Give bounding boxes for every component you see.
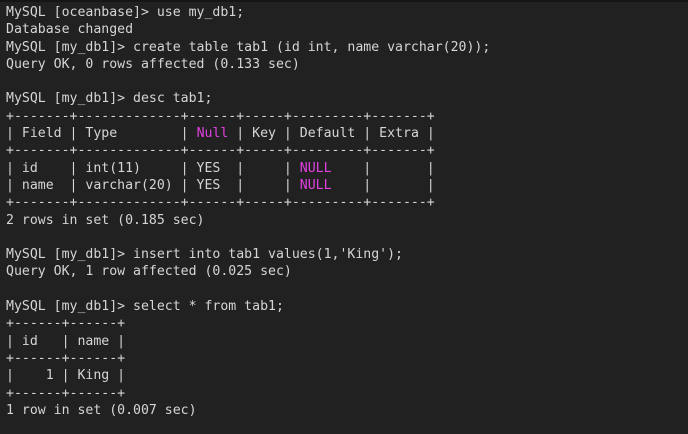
terminal-line: | id | int(11) | YES | | NULL | |	[6, 160, 490, 177]
terminal-text: Null	[196, 126, 229, 142]
terminal-text: 1 row in set (0.007 sec)	[6, 402, 197, 418]
terminal-line: | 1 | King |	[6, 367, 490, 384]
terminal-line: MySQL [my_db1]> create table tab1 (id in…	[6, 39, 490, 56]
terminal-text: 2 rows in set (0.185 sec)	[6, 212, 205, 228]
terminal-text: | |	[331, 160, 435, 176]
terminal-line: Query OK, 1 row affected (0.025 sec)	[6, 263, 490, 280]
terminal-line: +-------+-------------+------+-----+----…	[6, 108, 490, 125]
terminal-text: Query OK, 1 row affected (0.025 sec)	[6, 264, 292, 280]
terminal-line: | Field | Type | Null | Key | Default | …	[6, 125, 490, 142]
terminal-line	[6, 281, 490, 298]
terminal-line: +------+------+	[6, 385, 490, 402]
terminal-line: 1 row in set (0.007 sec)	[6, 402, 490, 419]
terminal-text: | Field | Type |	[6, 126, 197, 142]
terminal-text: MySQL [oceanbase]> use my_db1;	[6, 5, 245, 20]
terminal-line: +------+------+	[6, 315, 490, 332]
terminal-text: | |	[331, 177, 435, 193]
terminal-line: +-------+-------------+------+-----+----…	[6, 142, 490, 159]
terminal-text: Database changed	[6, 22, 134, 38]
terminal-text: | name | varchar(20) | YES | |	[6, 177, 300, 193]
terminal-text: +-------+-------------+------+-----+----…	[6, 108, 435, 124]
terminal-text: MySQL [my_db1]> desc tab1;	[6, 91, 213, 107]
terminal-screen[interactable]: MySQL [oceanbase]> use my_db1; Database c…	[6, 4, 490, 434]
terminal-line: MySQL [oceanbase]> use my_db1;	[6, 4, 490, 21]
terminal-line: | id | name |	[6, 333, 490, 350]
terminal-line: Database changed	[6, 21, 490, 38]
terminal-text: MySQL [my_db1]> create table tab1 (id in…	[6, 39, 491, 55]
terminal-line: +-------+-------------+------+-----+----…	[6, 194, 490, 211]
terminal-line: Query OK, 0 rows affected (0.133 sec)	[6, 56, 490, 73]
terminal-line	[6, 73, 490, 90]
terminal-text: MySQL [my_db1]> select * from tab1;	[6, 299, 284, 315]
terminal-text: | Key | Default | Extra |	[228, 126, 435, 142]
terminal-text: | 1 | King |	[6, 368, 126, 384]
terminal-text: +------+------+	[6, 316, 126, 332]
terminal-text: MySQL [my_db1]> insert into tab1 values(…	[6, 247, 403, 263]
terminal-text: +------+------+	[6, 385, 126, 401]
terminal-text: +------+------+	[6, 350, 126, 366]
terminal-text: +-------+-------------+------+-----+----…	[6, 195, 435, 211]
terminal-text: | id | name |	[6, 333, 126, 349]
terminal-text: Query OK, 0 rows affected (0.133 sec)	[6, 56, 300, 72]
terminal-text: +-------+-------------+------+-----+----…	[6, 143, 435, 159]
terminal-line	[6, 419, 490, 434]
terminal-line: +------+------+	[6, 350, 490, 367]
terminal-text: NULL	[299, 160, 332, 176]
terminal-line: MySQL [my_db1]> insert into tab1 values(…	[6, 246, 490, 263]
terminal-line: MySQL [my_db1]> desc tab1;	[6, 90, 490, 107]
terminal-line: 2 rows in set (0.185 sec)	[6, 212, 490, 229]
terminal-text: | id | int(11) | YES | |	[6, 160, 300, 176]
terminal-line: | name | varchar(20) | YES | | NULL | |	[6, 177, 490, 194]
terminal-line: MySQL [my_db1]> select * from tab1;	[6, 298, 490, 315]
terminal-line	[6, 229, 490, 246]
terminal-text: NULL	[299, 177, 332, 193]
